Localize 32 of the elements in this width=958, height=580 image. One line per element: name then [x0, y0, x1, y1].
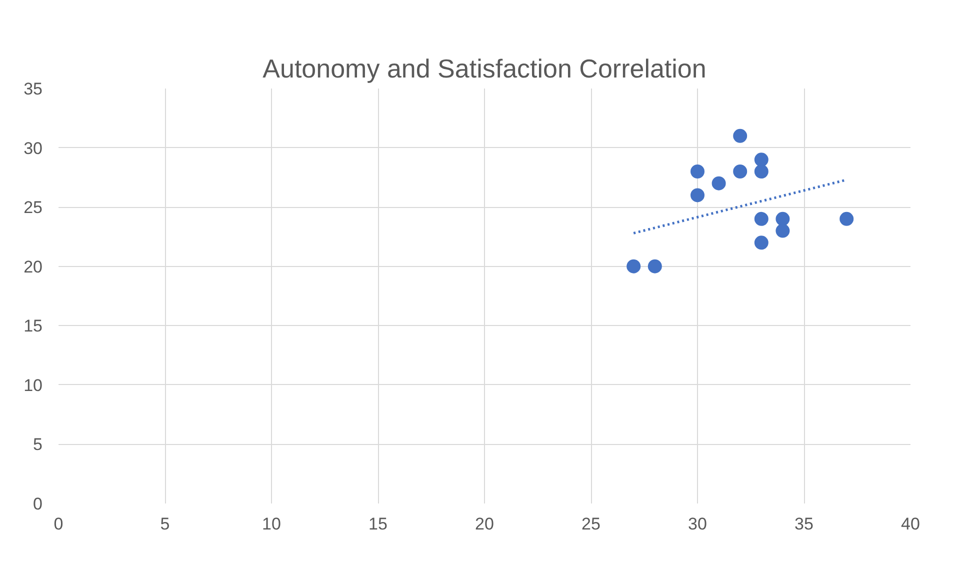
chart-title: Autonomy and Satisfaction Correlation — [262, 54, 706, 84]
y-tick-label: 15 — [24, 316, 43, 336]
point — [776, 224, 790, 238]
point — [754, 212, 768, 226]
y-tick-label: 30 — [24, 138, 43, 158]
point — [690, 188, 704, 202]
point — [754, 236, 768, 250]
y-tick-label: 0 — [33, 494, 43, 514]
x-tick-label: 25 — [582, 514, 600, 534]
point — [626, 259, 641, 274]
y-tick-label: 35 — [24, 80, 43, 98]
point — [733, 164, 748, 178]
point — [840, 212, 854, 226]
x-tick-label: 10 — [262, 514, 281, 534]
point — [690, 164, 704, 178]
y-tick-label: 20 — [24, 257, 43, 276]
point — [733, 128, 748, 143]
point — [712, 176, 726, 190]
point — [776, 212, 790, 226]
point — [754, 152, 768, 167]
x-tick-label: 5 — [160, 514, 170, 534]
point — [754, 164, 768, 178]
x-tick-label: 40 — [901, 514, 920, 534]
x-tick-label: 35 — [794, 514, 814, 534]
point — [648, 259, 662, 274]
y-tick-label: 5 — [33, 435, 43, 454]
x-tick-label: 30 — [688, 514, 707, 534]
x-tick-label: 20 — [475, 514, 494, 534]
y-tick-label: 25 — [24, 198, 43, 218]
y-tick-label: 10 — [24, 376, 43, 395]
x-tick-label: 15 — [368, 514, 388, 534]
x-tick-label: 0 — [54, 514, 64, 534]
